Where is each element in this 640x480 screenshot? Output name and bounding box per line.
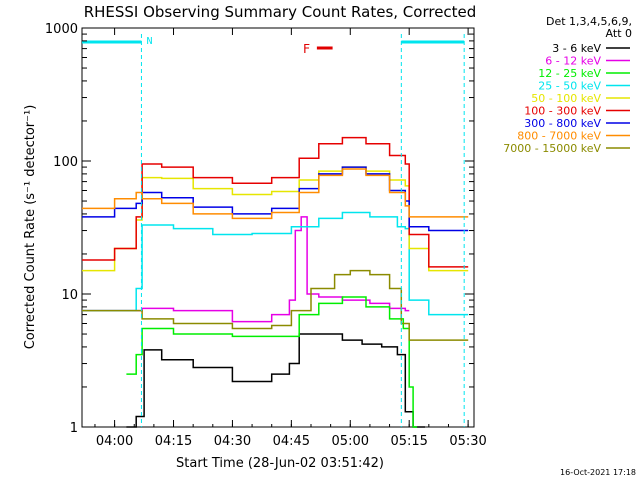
y-axis: 1 10 100 1000: [45, 22, 474, 436]
night-label-0: N: [146, 36, 152, 47]
series-line-5: [82, 136, 469, 268]
legend-label-8: 7000 - 15000 keV: [503, 142, 601, 155]
legend-label-6: 300 - 800 keV: [524, 117, 601, 130]
plot-area: NF: [81, 27, 475, 428]
x-tick-label-3: 04:45: [273, 434, 310, 449]
overlay-layer: NF: [82, 34, 465, 427]
y-tick-label-0: 1: [70, 421, 78, 436]
legend-label-5: 100 - 300 keV: [524, 105, 601, 118]
x-axis-label: Start Time (28-Jun-02 03:51:42): [176, 456, 384, 471]
series-line-4: [82, 166, 469, 272]
y-axis-label: Corrected Count Rate (s⁻¹ detector⁻¹): [23, 105, 38, 350]
series-line-0: [126, 333, 425, 428]
y-tick-label-1: 10: [61, 288, 78, 303]
legend-label-7: 800 - 7000 keV: [517, 130, 601, 143]
series-line-1: [82, 216, 410, 323]
legend-label-0: 3 - 6 keV: [552, 42, 601, 55]
x-tick-label-6: 05:30: [449, 434, 486, 449]
x-tick-label-4: 05:00: [332, 434, 369, 449]
legend-header-line-2: Att 0: [606, 27, 632, 40]
x-tick-label-2: 04:30: [214, 434, 251, 449]
series-line-6: [82, 166, 469, 232]
plot-frame: [81, 27, 475, 428]
series-line-2: [126, 296, 418, 428]
x-tick-label-1: 04:15: [155, 434, 192, 449]
footer-date: 16-Oct-2021 17:18: [560, 468, 636, 477]
chart-title: RHESSI Observing Summary Count Rates, Co…: [84, 3, 477, 21]
legend-label-4: 50 - 100 keV: [531, 92, 601, 105]
legend-header-line-1: Det 1,3,4,5,6,9,: [546, 15, 632, 28]
series-line-3: [82, 211, 469, 316]
series-line-8: [82, 269, 469, 341]
series-line-7: [82, 168, 469, 220]
legend-label-3: 25 - 50 keV: [538, 80, 601, 93]
y-tick-label-2: 100: [53, 155, 78, 170]
legend-label-2: 12 - 25 keV: [538, 67, 601, 80]
flare-marker-label: F: [303, 42, 310, 56]
legend-label-1: 6 - 12 keV: [545, 55, 601, 68]
y-tick-label-3: 1000: [45, 22, 78, 37]
x-axis: 04:00 04:15 04:30 04:45 05:00 05:15 05:30: [94, 28, 487, 449]
series-layer: [82, 136, 469, 428]
x-tick-label-5: 05:15: [390, 434, 427, 449]
x-tick-label-0: 04:00: [96, 434, 133, 449]
